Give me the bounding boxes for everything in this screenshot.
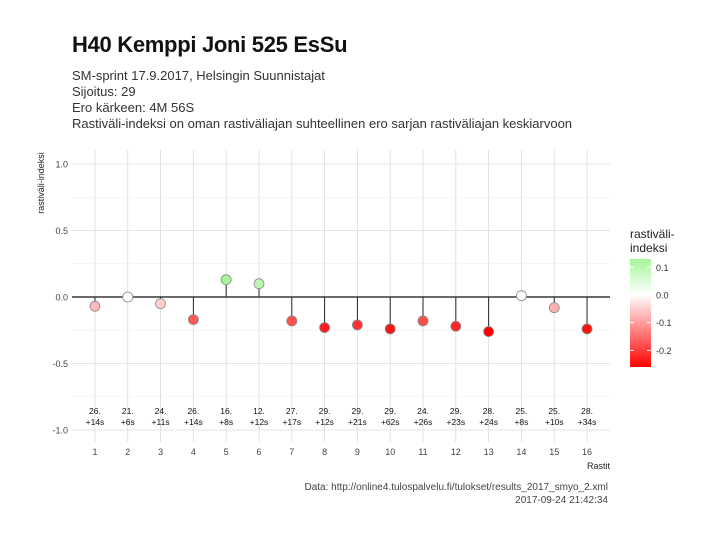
- subtitle-gap: Ero kärkeen: 4M 56S: [72, 100, 195, 115]
- y-tick-label: -1.0: [52, 426, 68, 436]
- split-diff-label: +8s: [219, 417, 233, 427]
- data-point: [384, 323, 396, 335]
- data-source-caption: Data: http://online4.tulospalvelu.fi/tul…: [304, 482, 608, 493]
- split-rank-label: 25.: [548, 406, 560, 416]
- split-rank-label: 24.: [155, 406, 167, 416]
- subtitle-event: SM-sprint 17.9.2017, Helsingin Suunnista…: [72, 68, 325, 83]
- split-rank-label: 28.: [483, 406, 495, 416]
- x-tick-label: 4: [191, 447, 196, 457]
- split-rank-label: 26.: [187, 406, 199, 416]
- x-axis-title: Rastit: [587, 461, 611, 471]
- data-point: [516, 290, 527, 302]
- data-point: [122, 291, 134, 303]
- split-diff-label: +12s: [250, 417, 269, 427]
- split-rank-label: 21.: [122, 406, 134, 416]
- split-diff-label: +23s: [446, 417, 465, 427]
- x-tick-label: 7: [289, 447, 294, 457]
- x-tick-label: 11: [418, 447, 427, 457]
- split-diff-label: +8s: [514, 417, 528, 427]
- legend-tick-label: -0.1: [656, 318, 672, 328]
- data-point: [220, 274, 232, 286]
- y-tick-label: 1.0: [55, 160, 68, 170]
- x-tick-label: 14: [516, 447, 526, 457]
- x-tick-label: 6: [256, 447, 261, 457]
- x-tick-label: 2: [125, 447, 130, 457]
- split-rank-label: 16.: [220, 406, 232, 416]
- split-diff-label: +24s: [479, 417, 498, 427]
- timestamp-caption: 2017-09-24 21:42:34: [515, 495, 608, 506]
- split-diff-label: +34s: [578, 417, 597, 427]
- legend-colorbar: [630, 259, 651, 367]
- x-tick-label: 5: [224, 447, 229, 457]
- split-rank-label: 29.: [384, 406, 396, 416]
- subtitle-description: Rastiväli-indeksi on oman rastiväliajan …: [72, 116, 573, 131]
- split-diff-label: +26s: [414, 417, 433, 427]
- split-diff-label: +11s: [152, 417, 170, 427]
- split-rank-label: 29.: [450, 406, 462, 416]
- data-point: [187, 314, 199, 326]
- legend-title-line: rastiväli-: [630, 227, 675, 241]
- data-point: [89, 300, 101, 312]
- x-tick-label: 8: [322, 447, 327, 457]
- subtitle-rank: Sijoitus: 29: [72, 84, 136, 99]
- split-rank-label: 27.: [286, 406, 298, 416]
- x-tick-label: 3: [158, 447, 163, 457]
- split-diff-label: +21s: [348, 417, 367, 427]
- legend-tick-label: 0.0: [656, 291, 669, 301]
- data-point: [417, 315, 429, 327]
- split-diff-label: +12s: [315, 417, 334, 427]
- x-tick-label: 10: [385, 447, 395, 457]
- legend-tick-label: -0.2: [656, 346, 672, 356]
- data-point: [319, 322, 330, 333]
- split-rank-label: 29.: [319, 406, 331, 416]
- data-point: [155, 298, 166, 310]
- data-point: [253, 278, 265, 290]
- data-point: [548, 302, 560, 314]
- split-diff-label: +6s: [121, 417, 135, 427]
- x-tick-label: 13: [484, 447, 494, 457]
- split-diff-label: +14s: [86, 417, 105, 427]
- data-point: [450, 320, 462, 332]
- y-tick-label: 0.0: [55, 293, 68, 303]
- x-tick-label: 15: [549, 447, 559, 457]
- split-rank-label: 12.: [253, 406, 265, 416]
- y-axis-title: rastiväli-indeksi: [36, 152, 46, 214]
- x-tick-label: 9: [355, 447, 360, 457]
- legend-tick-label: 0.1: [656, 263, 669, 273]
- x-tick-label: 12: [451, 447, 461, 457]
- chart-title: H40 Kemppi Joni 525 EsSu: [72, 32, 348, 57]
- data-point: [483, 326, 495, 337]
- split-rank-label: 29.: [351, 406, 363, 416]
- data-point: [286, 315, 298, 327]
- y-tick-label: 0.5: [55, 226, 68, 236]
- split-rank-label: 24.: [417, 406, 429, 416]
- split-diff-label: +62s: [381, 417, 400, 427]
- data-point: [352, 319, 363, 331]
- x-tick-label: 1: [92, 447, 97, 457]
- data-point: [581, 323, 593, 335]
- x-tick-label: 16: [582, 447, 592, 457]
- split-diff-label: +14s: [184, 417, 203, 427]
- y-tick-label: -0.5: [52, 359, 68, 369]
- split-rank-label: 26.: [89, 406, 101, 416]
- split-diff-label: +17s: [282, 417, 301, 427]
- split-diff-label: +10s: [545, 417, 564, 427]
- legend-title-line: indeksi: [630, 241, 667, 255]
- split-rank-label: 28.: [581, 406, 593, 416]
- split-rank-label: 25.: [516, 406, 528, 416]
